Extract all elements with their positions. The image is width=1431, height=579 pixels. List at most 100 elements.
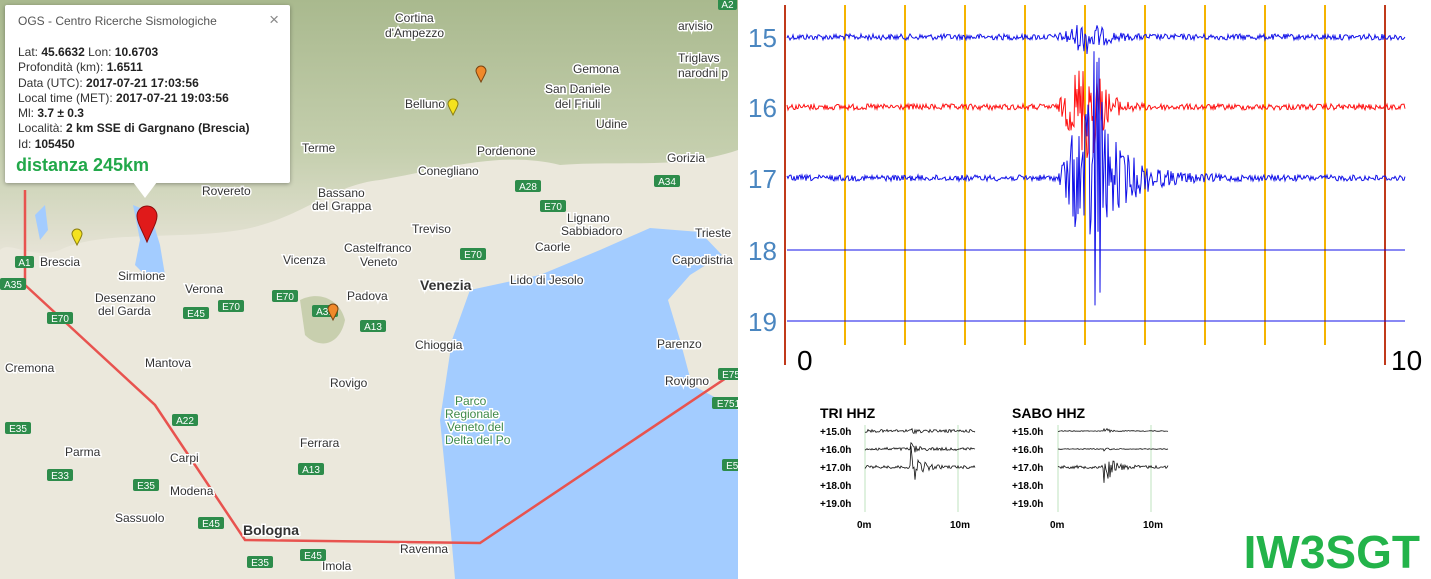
thumb-end: 10m [950, 520, 970, 531]
place-label: Delta del Po [445, 433, 511, 447]
thumb-hour: +17.0h [820, 463, 851, 474]
hour-label: 18 [748, 236, 777, 266]
detail-label: Ml: [18, 106, 34, 121]
road-label: E45 [304, 551, 322, 562]
quake-marker[interactable] [447, 98, 459, 117]
detail-value: 2017-07-21 19:03:56 [116, 90, 229, 105]
detail-label: Id: [18, 136, 32, 151]
hour-label: 17 [748, 164, 777, 194]
road-shield [300, 549, 326, 561]
road-shield [654, 175, 680, 187]
detail-row: Località: 2 km SSE di Gargnano (Brescia) [18, 121, 249, 136]
popup-title: OGS - Centro Ricerche Sismologiche [18, 14, 217, 28]
road-shield [15, 256, 34, 268]
thumb-hour: +19.0h [1012, 499, 1043, 510]
road-shield [183, 307, 209, 319]
road-label: E70 [276, 292, 294, 303]
thumb-trace [864, 441, 976, 453]
thumb-start: 0m [1050, 520, 1065, 531]
lake [35, 205, 48, 240]
place-label: Cortina [395, 11, 434, 25]
thumb-trace [864, 446, 976, 480]
seismic-trace [786, 25, 1406, 55]
quake-marker[interactable] [327, 303, 339, 322]
place-label: Sabbiadoro [561, 224, 623, 238]
road-label: E751 [717, 399, 738, 410]
place-label: Terme [302, 141, 336, 155]
detail-row: Profondità (km): 1.6511 [18, 60, 249, 75]
road-shield [722, 459, 738, 471]
road-label: E70 [464, 250, 482, 261]
place-label: Sassuolo [115, 511, 165, 525]
place-label: Cremona [5, 361, 55, 375]
place-label: Castelfranco [344, 241, 412, 255]
road-label: A1 [18, 258, 31, 269]
place-label: Parenzo [657, 337, 702, 351]
seismic-trace [786, 70, 1406, 158]
road-shield [218, 300, 244, 312]
place-label: Rovigno [665, 374, 709, 388]
place-label: Sirmione [118, 269, 166, 283]
place-label: Conegliano [418, 164, 479, 178]
thumb-title: TRI HHZ [820, 405, 876, 421]
place-label: Mantova [145, 356, 191, 370]
thumb-trace [1057, 460, 1169, 483]
road-shield [298, 463, 324, 475]
road-label: A13 [364, 322, 382, 333]
road-label: E45 [202, 519, 220, 530]
place-label: Lido di Jesolo [510, 273, 584, 287]
road-label: A28 [519, 182, 537, 193]
detail-row: Id: 105450 [18, 137, 249, 152]
thumb-hour: +18.0h [820, 481, 851, 492]
road-shield [47, 469, 73, 481]
place-label: Parma [65, 445, 101, 459]
detail-row: Lat: 45.6632 Lon: 10.6703 [18, 45, 249, 60]
place-label: Veneto del [447, 420, 504, 434]
place-label: Belluno [405, 97, 445, 111]
thumb-hour: +16.0h [820, 445, 851, 456]
road-shield [47, 312, 73, 324]
road-label: E70 [544, 202, 562, 213]
route-line [23, 190, 738, 545]
place-label: Treviso [412, 222, 451, 236]
popup-details: Lat: 45.6632 Lon: 10.6703 Profondità (km)… [18, 45, 249, 152]
road-label: E45 [187, 309, 205, 320]
quake-marker[interactable] [475, 65, 487, 84]
place-label: Lignano [567, 211, 610, 225]
road-shield [172, 414, 198, 426]
detail-label: Località: [18, 121, 63, 136]
detail-label: Local time (MET): [18, 90, 113, 105]
road-shield [540, 200, 566, 212]
place-label: Chioggia [415, 338, 463, 352]
seismogram-panel: 15 16 17 18 19 0 10 TRI HHZ +15.0h +16.0h +17.0h +1… [748, 5, 1422, 578]
road-label: E75 [722, 370, 738, 381]
road-label: E70 [51, 314, 69, 325]
quake-marker[interactable] [71, 228, 83, 247]
road-shield [272, 290, 298, 302]
close-button[interactable]: × [269, 10, 279, 29]
thumb-hour: +16.0h [1012, 445, 1043, 456]
time-end: 10 [1391, 345, 1422, 376]
thumb-trace [864, 427, 976, 435]
thumb-hour: +15.0h [820, 427, 851, 438]
road-label: E35 [251, 558, 269, 569]
place-label: Bologna [243, 522, 299, 538]
place-label: del Friuli [555, 97, 600, 111]
epicenter-marker[interactable] [136, 205, 158, 244]
detail-label: Lat: [18, 45, 39, 59]
thumb-start: 0m [857, 520, 872, 531]
place-label: Caorle [535, 240, 571, 254]
place-label: San Daniele [545, 82, 611, 96]
road-shields: A2 A28 A34 E70 E70 A1 A35 E70 E70 E70 E45 A31 A13 A22… [0, 0, 738, 569]
place-label: Bassano [318, 186, 365, 200]
hour-label: 15 [748, 23, 777, 53]
place-label: Gemona [573, 62, 619, 76]
thumb-hour: +18.0h [1012, 481, 1043, 492]
place-label: Regionale [445, 407, 499, 421]
place-label: Imola [322, 559, 352, 573]
road-label: E55 [726, 461, 738, 472]
place-label: Carpi [170, 451, 199, 465]
place-label: Padova [347, 289, 388, 303]
